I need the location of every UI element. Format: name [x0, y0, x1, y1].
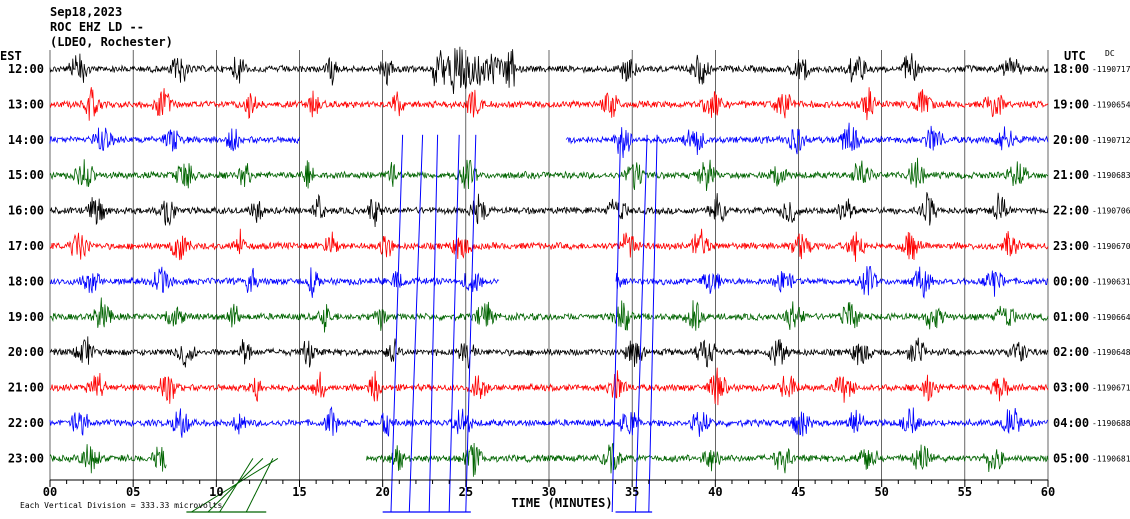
trace-row-1200	[49, 46, 1049, 95]
est-hour-label: 12:00	[8, 62, 44, 76]
utc-hour-label: 22:00	[1053, 204, 1089, 218]
est-hour-label: 16:00	[8, 204, 44, 218]
trace-layer	[49, 46, 1049, 513]
clipped-trace-streak	[648, 134, 658, 513]
dc-offset-label: -1190631	[1092, 277, 1130, 286]
clipped-trace-streak	[428, 134, 439, 513]
trace-row-2300	[49, 442, 1049, 477]
dc-offset-label: -1190717	[1092, 65, 1130, 74]
est-hour-label: 18:00	[8, 274, 44, 288]
clipped-trace-streak	[245, 458, 274, 513]
dc-offset-label: -1190671	[1092, 384, 1130, 393]
x-tick-label: 60	[1041, 485, 1055, 499]
dc-offset-label: -1190683	[1092, 171, 1130, 180]
dc-label: DC	[1105, 49, 1115, 58]
dc-offset-label: -1190654	[1092, 100, 1130, 109]
est-hour-label: 23:00	[8, 451, 44, 465]
utc-hour-label: 05:00	[1053, 451, 1089, 465]
dc-offset-label: -1190670	[1092, 242, 1130, 251]
trace-row-1300	[49, 87, 1049, 121]
trace-row-1800	[49, 266, 1049, 299]
trace-row-2200	[49, 406, 1049, 438]
utc-hour-label: 20:00	[1053, 133, 1089, 147]
dc-offset-label: -1190648	[1092, 348, 1130, 357]
utc-hour-label: 04:00	[1053, 416, 1089, 430]
dc-offset-label: -1190664	[1092, 313, 1130, 322]
clipped-trace-streak	[635, 134, 648, 513]
x-tick-label: 25	[459, 485, 473, 499]
utc-hour-label: 18:00	[1053, 62, 1089, 76]
header-location: (LDEO, Rochester)	[50, 35, 173, 49]
clipped-trace-streak	[219, 458, 254, 513]
utc-hour-label: 23:00	[1053, 239, 1089, 253]
dc-offset-label: -1190688	[1092, 419, 1130, 428]
left-timezone-label: EST	[0, 49, 22, 63]
clipped-trace-streak	[408, 134, 424, 513]
x-tick-label: 40	[708, 485, 722, 499]
x-tick-label: 30	[542, 485, 556, 499]
est-hour-label: 21:00	[8, 381, 44, 395]
x-tick-label: 15	[292, 485, 306, 499]
x-tick-label: 35	[625, 485, 639, 499]
est-hour-label: 15:00	[8, 168, 44, 182]
trace-row-1900	[49, 297, 1049, 333]
x-tick-label: 20	[375, 485, 389, 499]
x-tick-label: 50	[874, 485, 888, 499]
trace-row-1500	[49, 157, 1049, 192]
clipped-trace-streak	[390, 134, 404, 513]
trace-row-1600	[49, 192, 1049, 228]
clipped-trace-streak	[465, 134, 477, 513]
est-hour-label: 19:00	[8, 310, 44, 324]
x-axis-title: TIME (MINUTES)	[511, 496, 612, 510]
trace-row-2000	[49, 336, 1049, 369]
x-tick-label: 10	[209, 485, 223, 499]
x-tick-label: 00	[43, 485, 57, 499]
clipped-trace-streak	[207, 458, 264, 513]
est-hour-label: 17:00	[8, 239, 44, 253]
utc-hour-label: 00:00	[1053, 274, 1089, 288]
trace-row-1700	[49, 228, 1049, 262]
utc-hour-label: 21:00	[1053, 168, 1089, 182]
right-timezone-label: UTC	[1064, 49, 1086, 63]
est-hour-label: 20:00	[8, 345, 44, 359]
x-tick-label: 45	[791, 485, 805, 499]
x-tick-label: 55	[958, 485, 972, 499]
header-date: Sep18,2023	[50, 5, 122, 19]
x-tick-label: 05	[126, 485, 140, 499]
header-station: ROC EHZ LD --	[50, 20, 144, 34]
utc-hour-label: 03:00	[1053, 381, 1089, 395]
clipped-trace-streak	[448, 134, 460, 513]
scale-note: Each Vertical Division = 333.33 microvol…	[20, 501, 222, 510]
trace-row-2100	[49, 367, 1049, 406]
grid-layer	[49, 50, 1049, 480]
utc-hour-label: 02:00	[1053, 345, 1089, 359]
utc-hour-label: 01:00	[1053, 310, 1089, 324]
utc-hour-label: 19:00	[1053, 97, 1089, 111]
est-hour-label: 13:00	[8, 97, 44, 111]
est-hour-label: 14:00	[8, 133, 44, 147]
clipped-trace-streak	[191, 457, 279, 513]
dc-offset-label: -1190706	[1092, 207, 1130, 216]
dc-offset-label: -1190681	[1092, 454, 1130, 463]
x-axis: 00 05 10 15 20 25 30 35 40 45 50 55 60	[43, 479, 1055, 499]
dc-offset-label: -1190712	[1092, 136, 1130, 145]
clipped-trace-streak	[611, 134, 621, 513]
est-hour-label: 22:00	[8, 416, 44, 430]
